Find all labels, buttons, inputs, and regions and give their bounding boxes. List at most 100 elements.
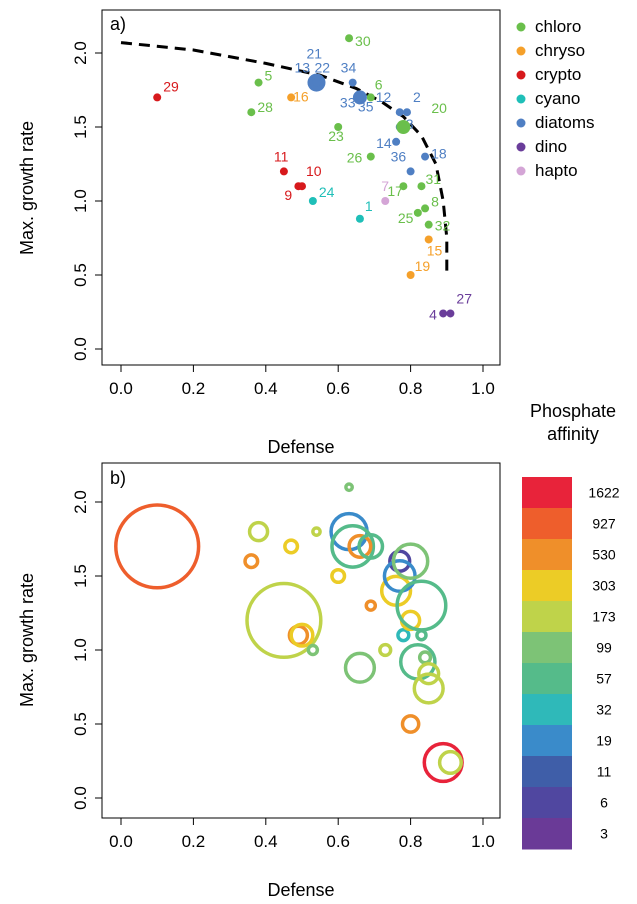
legend-marker bbox=[516, 118, 526, 128]
legend-label: hapto bbox=[535, 161, 578, 180]
colorbar-segment bbox=[522, 725, 572, 757]
point-id-label: 11 bbox=[274, 148, 289, 164]
point-id-label: 7 bbox=[381, 178, 389, 194]
legend-marker bbox=[516, 166, 526, 176]
point-id-label: 32 bbox=[435, 218, 451, 234]
panel-a-x-tick-label: 0.0 bbox=[109, 379, 133, 398]
scatter-point bbox=[439, 309, 448, 318]
colorbar-label: 3 bbox=[600, 826, 608, 842]
point-id-label: 31 bbox=[425, 171, 441, 187]
scatter-point bbox=[298, 182, 306, 191]
colorbar-segment bbox=[522, 508, 572, 540]
scatter-point bbox=[421, 152, 430, 161]
point-id-label: 8 bbox=[431, 193, 439, 209]
legend-marker bbox=[516, 142, 526, 152]
scatter-point bbox=[421, 204, 430, 213]
colorbar-segment bbox=[522, 663, 572, 695]
bubble bbox=[378, 642, 393, 658]
scatter-point bbox=[399, 182, 408, 191]
scatter-point bbox=[406, 167, 415, 176]
colorbar-label: 530 bbox=[592, 547, 616, 563]
bubble bbox=[391, 542, 430, 581]
colorbar-label: 57 bbox=[596, 671, 612, 687]
panel-a-y-ticks: 0.0 0.5 1.0 1.5 2.0 bbox=[71, 41, 102, 361]
colorbar-label: 11 bbox=[597, 764, 612, 780]
scatter-point bbox=[417, 182, 426, 191]
panel-a-label: a) bbox=[110, 14, 126, 34]
point-id-label: 29 bbox=[163, 78, 179, 94]
panel-b-y-tick-label: 1.5 bbox=[71, 564, 90, 588]
panel-b-x-tick-label: 0.0 bbox=[109, 832, 133, 851]
colorbar-label: 19 bbox=[596, 733, 612, 749]
bubble bbox=[417, 662, 441, 686]
scatter-point bbox=[395, 108, 404, 117]
panel-a-frame bbox=[101, 9, 501, 366]
bubble bbox=[343, 651, 377, 684]
bubble bbox=[396, 628, 411, 643]
scatter-point bbox=[348, 78, 357, 87]
legend-label: dino bbox=[535, 137, 567, 156]
panel-a-x-tick-label: 0.6 bbox=[326, 379, 350, 398]
colorbar-title-line1: Phosphate bbox=[530, 401, 616, 421]
panel-b-x-tick-label: 0.2 bbox=[182, 832, 206, 851]
point-id-label: 18 bbox=[431, 146, 447, 162]
point-id-label: 17 bbox=[387, 183, 403, 199]
panel-b-frame bbox=[101, 462, 501, 819]
scatter-point bbox=[381, 197, 390, 205]
colorbar: 1622 927 530 303 173 99 57 32 19 11 6 3 bbox=[522, 477, 620, 850]
scatter-point bbox=[366, 152, 375, 161]
point-id-label: 9 bbox=[284, 187, 292, 203]
scatter-point bbox=[254, 78, 263, 87]
panel-a-scatter: a) 0.0 0.2 0.4 0.6 0.8 1.0 0.00.51.01.52.0 12… bbox=[17, 9, 595, 457]
bubble bbox=[422, 741, 464, 784]
bubble bbox=[395, 579, 448, 632]
legend-marker bbox=[516, 46, 526, 56]
legend-marker bbox=[516, 70, 526, 80]
panel-b-x-ticks: 0.0 0.2 0.4 0.6 0.8 1.0 bbox=[109, 818, 495, 851]
panel-a-y-tick-label: 0.5 bbox=[71, 263, 90, 287]
bubble bbox=[243, 553, 260, 570]
bubble bbox=[114, 503, 201, 590]
panel-b-y-title: Max. growth rate bbox=[17, 573, 37, 707]
point-id-label: 24 bbox=[319, 184, 335, 200]
bubble bbox=[400, 714, 421, 734]
colorbar-segment bbox=[522, 818, 572, 850]
panel-b-y-tick-label: 1.0 bbox=[71, 638, 90, 662]
point-id-label: 6 bbox=[375, 76, 383, 92]
bubble bbox=[415, 628, 428, 642]
point-id-label: 34 bbox=[341, 60, 357, 76]
bubble bbox=[311, 526, 322, 537]
point-id-label: 16 bbox=[293, 88, 309, 104]
point-id-label: 35 bbox=[358, 98, 374, 114]
colorbar-segment bbox=[522, 477, 572, 509]
bubble bbox=[283, 538, 300, 555]
point-id-label: 23 bbox=[328, 128, 344, 144]
scatter-point bbox=[287, 93, 296, 102]
point-id-label: 5 bbox=[265, 68, 273, 84]
colorbar-label: 99 bbox=[596, 640, 612, 656]
colorbar-label: 1622 bbox=[588, 485, 619, 501]
scatter-point bbox=[402, 108, 411, 117]
panel-b-bubble: b) 0.0 0.2 0.4 0.6 0.8 1.0 0.0 0.5 1.0 1.5 2.0 De… bbox=[17, 401, 620, 900]
point-id-label: 1 bbox=[365, 198, 373, 214]
bubble bbox=[344, 482, 354, 493]
point-id-label: 14 bbox=[376, 135, 392, 151]
bubble bbox=[347, 533, 373, 559]
scatter-point bbox=[366, 93, 375, 102]
scatter-point bbox=[424, 220, 433, 229]
colorbar-label: 173 bbox=[592, 609, 616, 625]
legend-label: cyano bbox=[535, 89, 580, 108]
point-id-label: 13 bbox=[294, 60, 310, 76]
colorbar-label: 6 bbox=[600, 795, 608, 811]
point-id-label: 26 bbox=[347, 150, 363, 166]
point-id-label: 28 bbox=[257, 99, 273, 115]
bubble bbox=[364, 599, 378, 612]
colorbar-title-line2: affinity bbox=[547, 424, 599, 444]
panel-b-bubbles bbox=[114, 482, 464, 784]
scatter-point bbox=[247, 108, 256, 117]
panel-a-y-title: Max. growth rate bbox=[17, 121, 37, 255]
colorbar-label: 32 bbox=[596, 702, 612, 718]
scatter-point bbox=[279, 167, 288, 176]
scatter-point bbox=[396, 120, 411, 134]
scatter-point bbox=[312, 78, 321, 87]
